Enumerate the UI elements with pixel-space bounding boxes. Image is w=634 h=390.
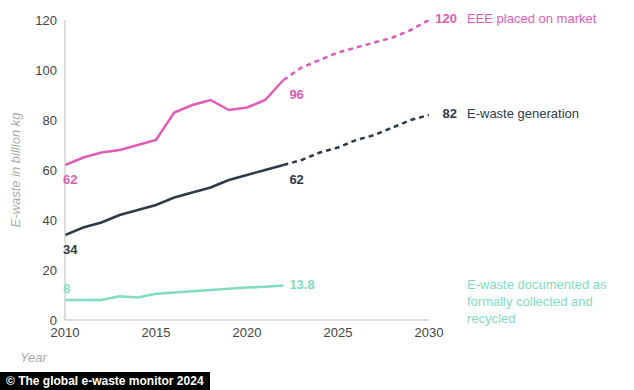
- svg-text:13.8: 13.8: [289, 277, 314, 292]
- svg-text:80: 80: [43, 113, 57, 128]
- svg-text:2010: 2010: [50, 325, 80, 341]
- svg-text:EEE placed on market: EEE placed on market: [467, 11, 597, 26]
- svg-text:62: 62: [63, 172, 77, 187]
- svg-text:82: 82: [443, 106, 457, 121]
- svg-text:E-waste documented asformally: E-waste documented asformally collected …: [467, 277, 607, 326]
- svg-text:8: 8: [63, 281, 70, 296]
- svg-text:62: 62: [289, 172, 303, 187]
- svg-text:2025: 2025: [324, 325, 353, 340]
- svg-text:2015: 2015: [142, 325, 171, 340]
- svg-text:2020: 2020: [233, 325, 262, 340]
- html-text:Year: Year: [20, 350, 47, 365]
- svg-text:40: 40: [43, 213, 57, 228]
- html-text:© The global e-waste monitor 2: © The global e-waste monitor 2024: [6, 374, 204, 388]
- svg-text:96: 96: [289, 87, 303, 102]
- svg-text:0: 0: [50, 313, 57, 328]
- svg-text:2030: 2030: [415, 325, 444, 340]
- svg-text:120: 120: [35, 13, 57, 28]
- svg-text:E-waste generation: E-waste generation: [467, 106, 579, 121]
- svg-text:20: 20: [43, 263, 57, 278]
- svg-text:100: 100: [35, 63, 57, 78]
- svg-text:120: 120: [435, 11, 457, 26]
- svg-text:E-waste in billion kg: E-waste in billion kg: [8, 112, 23, 228]
- svg-text:34: 34: [63, 242, 78, 257]
- svg-text:60: 60: [43, 163, 57, 178]
